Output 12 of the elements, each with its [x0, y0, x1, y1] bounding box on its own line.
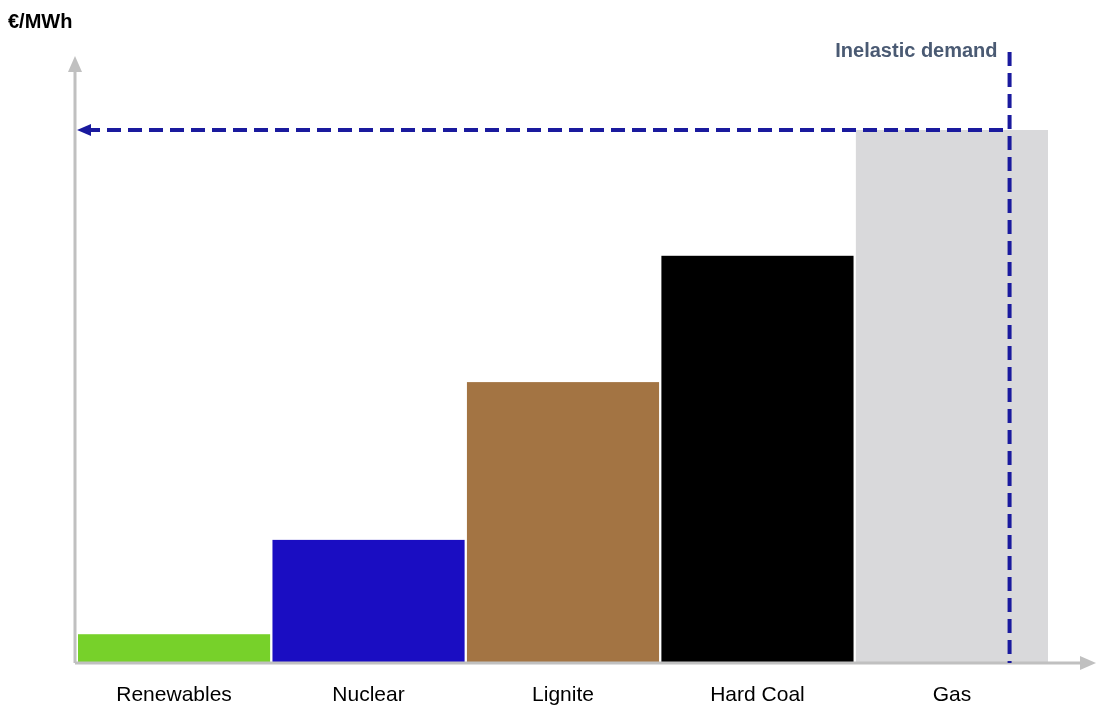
bar [855, 130, 1048, 663]
x-tick-label: Renewables [116, 682, 232, 705]
bar [466, 382, 660, 663]
x-tick-label: Lignite [532, 682, 594, 705]
bar [272, 539, 465, 663]
ref-line-label: Inelastic demand [835, 39, 998, 61]
x-tick-label: Hard Coal [710, 682, 805, 705]
bar [661, 255, 854, 663]
x-tick-label: Nuclear [332, 682, 405, 705]
bar [78, 634, 271, 663]
x-tick-label: Gas [932, 682, 972, 705]
y-axis-title: €/MWh [8, 10, 73, 32]
